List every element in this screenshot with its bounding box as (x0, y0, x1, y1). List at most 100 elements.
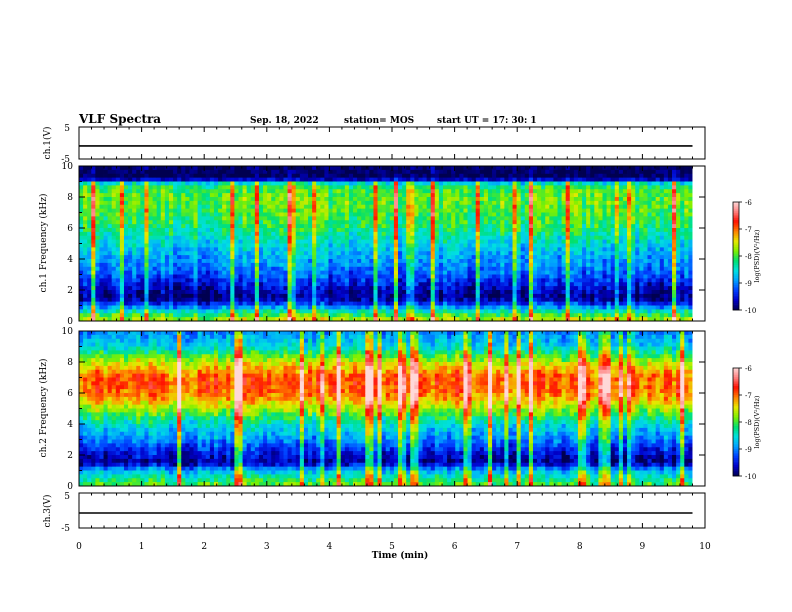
ch1-spectrogram-cell (340, 278, 346, 283)
ch1-spectrogram-cell (369, 251, 374, 256)
ch1-spectrogram-cell (447, 220, 452, 225)
ch1-spectrogram-cell (156, 200, 162, 206)
ch1-spectrogram-cell (353, 297, 358, 303)
ch1-spectrogram-cell (365, 317, 370, 322)
ch1-spectrogram-cell (168, 274, 174, 279)
ch1-spectrogram-cell (500, 313, 505, 318)
ch1-spectrogram-cell (565, 251, 571, 256)
ch1-spectrogram-cell (438, 293, 444, 299)
ch1-spectrogram-cell (537, 243, 542, 248)
ch1-spectrogram-cell (528, 169, 534, 175)
ch1-spectrogram-cell (234, 200, 239, 206)
ch1-spectrogram-cell (377, 290, 383, 295)
ch1-spectrogram-cell (177, 305, 182, 310)
ch1-spectrogram-cell (279, 259, 284, 264)
ch1-spectrogram-cell (283, 239, 288, 244)
ch1-spectrogram-cell (373, 274, 378, 279)
ch1-spectrogram-cell (487, 166, 493, 171)
ch1-spectrogram-cell (111, 313, 117, 318)
ch1-spectrogram-cell (107, 239, 113, 244)
ch1-spectrogram-cell (226, 309, 231, 314)
ch1-spectrogram-cell (271, 200, 276, 206)
ch1-spectrogram-cell (295, 177, 301, 182)
ch1-spectrogram-cell (569, 212, 575, 217)
ch1-spectrogram-cell (389, 220, 395, 225)
ch1-spectrogram-cell (258, 224, 264, 229)
ch1-spectrogram-cell (103, 166, 109, 171)
ch1-spectrogram-cell (111, 247, 117, 252)
ch1-spectrogram-cell (430, 286, 436, 291)
ch1-spectrogram-cell (398, 231, 403, 237)
ch1-spectrogram-cell (516, 216, 522, 221)
ch1-spectrogram-cell (389, 274, 395, 279)
ch1-spectrogram-cell (549, 200, 554, 206)
ch1-spectrogram-cell (308, 216, 313, 221)
ch1-spectrogram-cell (291, 282, 297, 287)
ch1-spectrogram-cell (189, 286, 194, 291)
ch1-spectrogram-cell (312, 282, 317, 287)
ch1-spectrogram-cell (140, 297, 145, 303)
ch1-spectrogram-cell (234, 274, 239, 279)
ch1-spectrogram-cell (508, 197, 513, 202)
ch1-spectrogram-cell (230, 185, 235, 190)
ch1-spectrogram-cell (79, 169, 84, 175)
ch1-spectrogram-cell (107, 177, 113, 182)
ch1-spectrogram-cell (197, 197, 203, 202)
ch1-spectrogram-cell (561, 259, 567, 264)
ch1-spectrogram-cell (213, 228, 219, 233)
ch1-spectrogram-cell (136, 301, 141, 306)
ch1-spectrogram-cell (189, 193, 194, 198)
ch1-spectrogram-cell (164, 313, 170, 318)
ch1-spectrogram-cell (107, 189, 113, 194)
ch1-spectrogram-cell (475, 301, 481, 306)
ch1-spectrogram-cell (242, 231, 248, 237)
ch1-spectrogram-cell (357, 204, 362, 210)
ch1-spectrogram-cell (430, 255, 436, 260)
ch1-spectrogram-cell (234, 309, 239, 314)
ch1-spectrogram-cell (361, 259, 366, 264)
ch1-spectrogram-cell (451, 317, 456, 322)
ch1-spectrogram-cell (475, 193, 481, 198)
ch1-spectrogram-cell (447, 251, 452, 256)
ch1-spectrogram-cell (258, 293, 264, 299)
ch1-spectrogram-cell (389, 228, 395, 233)
ch1-spectrogram-cell (328, 220, 333, 225)
ch1-spectrogram-cell (406, 208, 411, 213)
ch1-spectrogram-cell (283, 216, 288, 221)
ch1-spectrogram-cell (348, 166, 354, 171)
ch1-spectrogram-cell (254, 278, 260, 283)
ch1-spectrogram-cell (254, 247, 260, 252)
ch1-spectrogram-cell (573, 317, 579, 322)
ch1-spectrogram-cell (430, 193, 436, 198)
date-label: Sep. 18, 2022 (250, 116, 319, 126)
ch1-spectrogram-cell (107, 193, 113, 198)
ch1-spectrogram-cell (316, 317, 321, 322)
ch1-spectrogram-cell (320, 293, 325, 299)
ch1-spectrogram-cell (336, 169, 342, 175)
ch1-spectrogram-cell (320, 247, 325, 252)
ch1-spectrogram-cell (213, 193, 219, 198)
ch1-spectrogram-cell (83, 193, 88, 198)
ch1-spectrogram-cell (479, 301, 485, 306)
ch1-spectrogram-cell (512, 247, 518, 252)
ch1-spectrogram-cell (361, 305, 366, 310)
ch1-spectrogram-cell (119, 278, 125, 283)
ch1-spectrogram-cell (520, 270, 526, 275)
ch1-spectrogram-cell (528, 259, 534, 264)
ch1-spectrogram-cell (455, 239, 460, 244)
ch1-spectrogram-cell (332, 243, 338, 248)
ch1-spectrogram-cell (119, 185, 125, 190)
ch1-spectrogram-cell (119, 220, 125, 225)
ch1-spectrogram-cell (483, 185, 489, 190)
ch1-spectrogram-cell (303, 177, 309, 182)
ch1-spectrogram-cell (504, 286, 509, 291)
ch1-spectrogram-cell (230, 243, 235, 248)
ch1-spectrogram-cell (324, 197, 329, 202)
ch1-spectrogram-cell (328, 297, 333, 303)
ch1-spectrogram-cell (520, 259, 526, 264)
ch1-spectrogram-cell (152, 177, 158, 182)
ch1-spectrogram-cell (95, 231, 100, 237)
ch1-spectrogram-cell (443, 243, 448, 248)
ch1-spectrogram-cell (283, 231, 288, 237)
ch1-spectrogram-cell (336, 282, 342, 287)
